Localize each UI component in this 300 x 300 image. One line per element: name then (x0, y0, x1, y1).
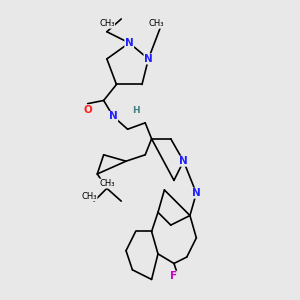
Text: O: O (83, 105, 92, 115)
Text: CH₃: CH₃ (82, 192, 97, 201)
Text: N: N (125, 38, 134, 48)
Text: CH₃: CH₃ (99, 179, 115, 188)
Text: N: N (179, 156, 188, 166)
Text: N: N (192, 188, 201, 198)
Text: N: N (109, 111, 118, 122)
Text: CH₃: CH₃ (148, 19, 164, 28)
Text: CH₃: CH₃ (99, 19, 115, 28)
Text: H: H (132, 106, 140, 115)
Text: F: F (170, 271, 178, 281)
Text: N: N (144, 54, 153, 64)
